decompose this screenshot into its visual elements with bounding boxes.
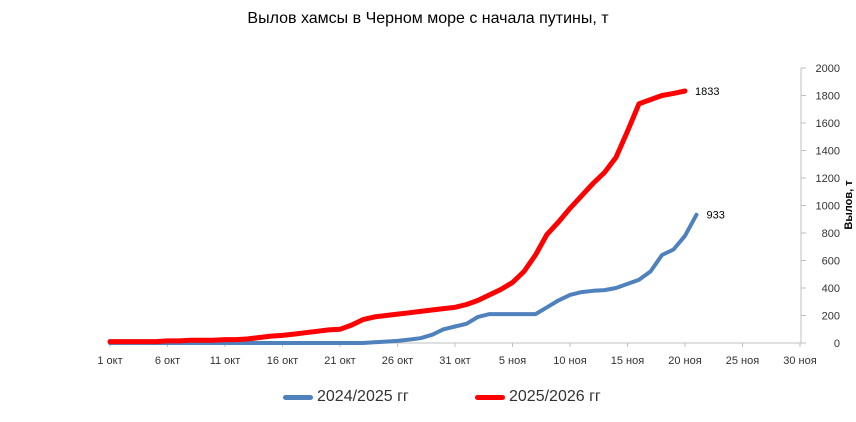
y-tick-label: 1200 — [816, 173, 840, 185]
x-tick-label: 20 ноя — [668, 355, 701, 367]
series-line-2024 — [108, 212, 699, 345]
legend-swatch-2025 — [475, 394, 505, 400]
y-tick-label: 800 — [822, 228, 840, 240]
legend-label-2024: 2024/2025 гг — [317, 388, 409, 405]
legend-item-2025: 2025/2026 гг — [475, 388, 601, 406]
x-tick-label: 26 окт — [382, 355, 413, 367]
chart-title: Вылов хамсы в Черном море с начала путин… — [247, 10, 609, 27]
legend-swatch-2024 — [283, 394, 313, 400]
legend: 2024/2025 гг 2025/2026 гг — [0, 388, 856, 412]
y-tick-label: 1400 — [816, 146, 840, 158]
y-tick-label: 200 — [822, 311, 840, 323]
y-axis-label: Вылов, т — [843, 180, 855, 230]
x-tick-label: 16 окт — [267, 355, 298, 367]
y-tick-label: 1800 — [816, 91, 840, 103]
y-tick-label: 600 — [822, 256, 840, 268]
series-line-2025 — [107, 88, 688, 345]
x-tick-label: 25 ноя — [726, 355, 759, 367]
end-label-2024: 933 — [707, 210, 725, 222]
x-tick-label: 15 ноя — [611, 355, 644, 367]
x-tick-label: 31 окт — [439, 355, 470, 367]
x-tick-label: 21 окт — [324, 355, 355, 367]
x-tick-label: 30 ноя — [783, 355, 816, 367]
y-tick-label: 2000 — [816, 63, 840, 75]
legend-label-2025: 2025/2026 гг — [509, 388, 601, 405]
x-tick-label: 1 окт — [97, 355, 122, 367]
y-tick-label: 1600 — [816, 118, 840, 130]
x-tick-label: 6 окт — [155, 355, 180, 367]
end-label-2025: 1833 — [695, 86, 719, 98]
y-tick-label: 400 — [822, 283, 840, 295]
legend-item-2024: 2024/2025 гг — [283, 388, 409, 406]
x-tick-label: 5 ноя — [499, 355, 526, 367]
x-tick-label: 11 окт — [210, 355, 241, 367]
x-tick-label: 10 ноя — [553, 355, 586, 367]
y-tick-label: 0 — [834, 338, 840, 350]
y-tick-label: 1000 — [816, 201, 840, 213]
